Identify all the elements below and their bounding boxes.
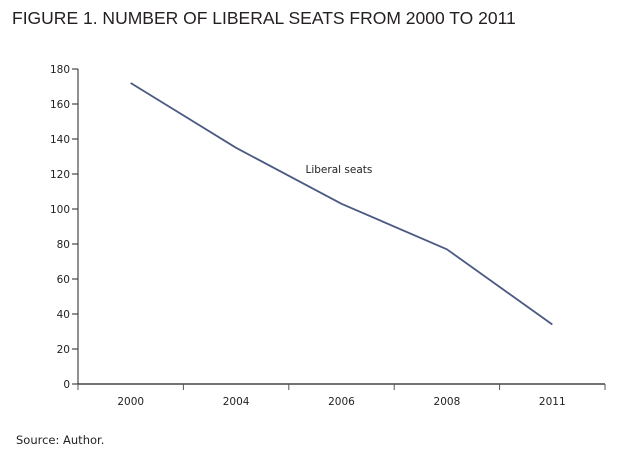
y-tick-label: 160 [50, 99, 70, 111]
y-tick-label: 0 [63, 379, 70, 391]
source-note: Source: Author. [16, 433, 105, 447]
y-tick-label: 80 [57, 239, 70, 251]
series-line-liberal-seats [130, 82, 553, 326]
y-tick-label: 20 [57, 344, 70, 356]
y-axis: 0 20 40 60 80 100 120 140 160 180 [50, 64, 79, 391]
x-tick-label: 2000 [117, 396, 144, 408]
y-tick-label: 120 [50, 169, 70, 181]
y-tick-label: 100 [50, 204, 70, 216]
series-group [130, 82, 553, 326]
figure-title: FIGURE 1. NUMBER OF LIBERAL SEATS FROM 2… [12, 8, 516, 28]
y-tick-label: 40 [57, 309, 70, 321]
x-tick-label: 2004 [223, 396, 250, 408]
x-tick-label: 2008 [434, 396, 461, 408]
x-tick-label: 2011 [539, 396, 566, 408]
x-tick-label: 2006 [328, 396, 355, 408]
y-tick-label: 60 [57, 274, 70, 286]
y-tick-label: 140 [50, 134, 70, 146]
y-tick-label: 180 [50, 64, 70, 76]
x-axis: 2000 2004 2006 2008 2011 [77, 383, 606, 408]
series-annotation-label: Liberal seats [306, 164, 373, 176]
